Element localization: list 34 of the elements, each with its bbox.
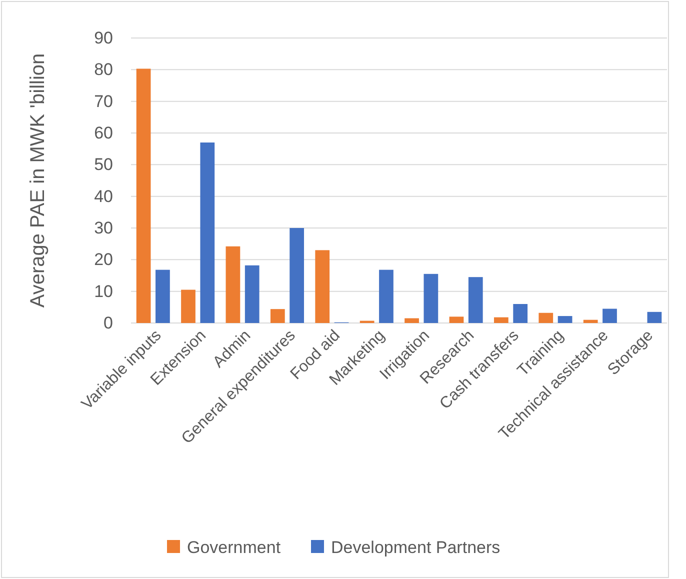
bar: [558, 316, 572, 323]
y-tick-label: 20: [94, 250, 113, 270]
y-tick-label: 10: [94, 282, 113, 301]
bar: [494, 317, 508, 323]
bar: [379, 270, 394, 323]
y-tick-label: 80: [94, 60, 113, 80]
bar: [583, 320, 598, 323]
bar: [290, 228, 304, 323]
bar: [647, 312, 662, 323]
legend-label: Development Partners: [331, 538, 500, 557]
bar: [513, 304, 528, 323]
y-tick-label: 30: [94, 218, 113, 238]
bar: [156, 270, 170, 323]
bar: [449, 316, 464, 323]
y-tick-label: 40: [94, 186, 113, 206]
legend-label: Government: [187, 538, 281, 557]
bar: [136, 68, 151, 323]
bar: [602, 308, 617, 323]
y-tick-label: 60: [94, 123, 113, 142]
bar: [270, 309, 285, 323]
bar: [315, 250, 330, 323]
bar: [404, 318, 419, 323]
bar: [424, 274, 438, 323]
bar: [181, 290, 196, 323]
y-tick-label: 90: [94, 28, 113, 48]
bar: [244, 265, 260, 323]
y-tick-label: 0: [104, 313, 113, 332]
bar: [226, 246, 240, 323]
bar: [538, 312, 554, 323]
y-tick-label: 50: [94, 155, 113, 174]
bar: [468, 277, 483, 323]
y-tick-label: 70: [94, 92, 113, 111]
bar: [200, 142, 215, 323]
y-axis-title: Average PAE in MWK 'billion: [27, 53, 49, 308]
